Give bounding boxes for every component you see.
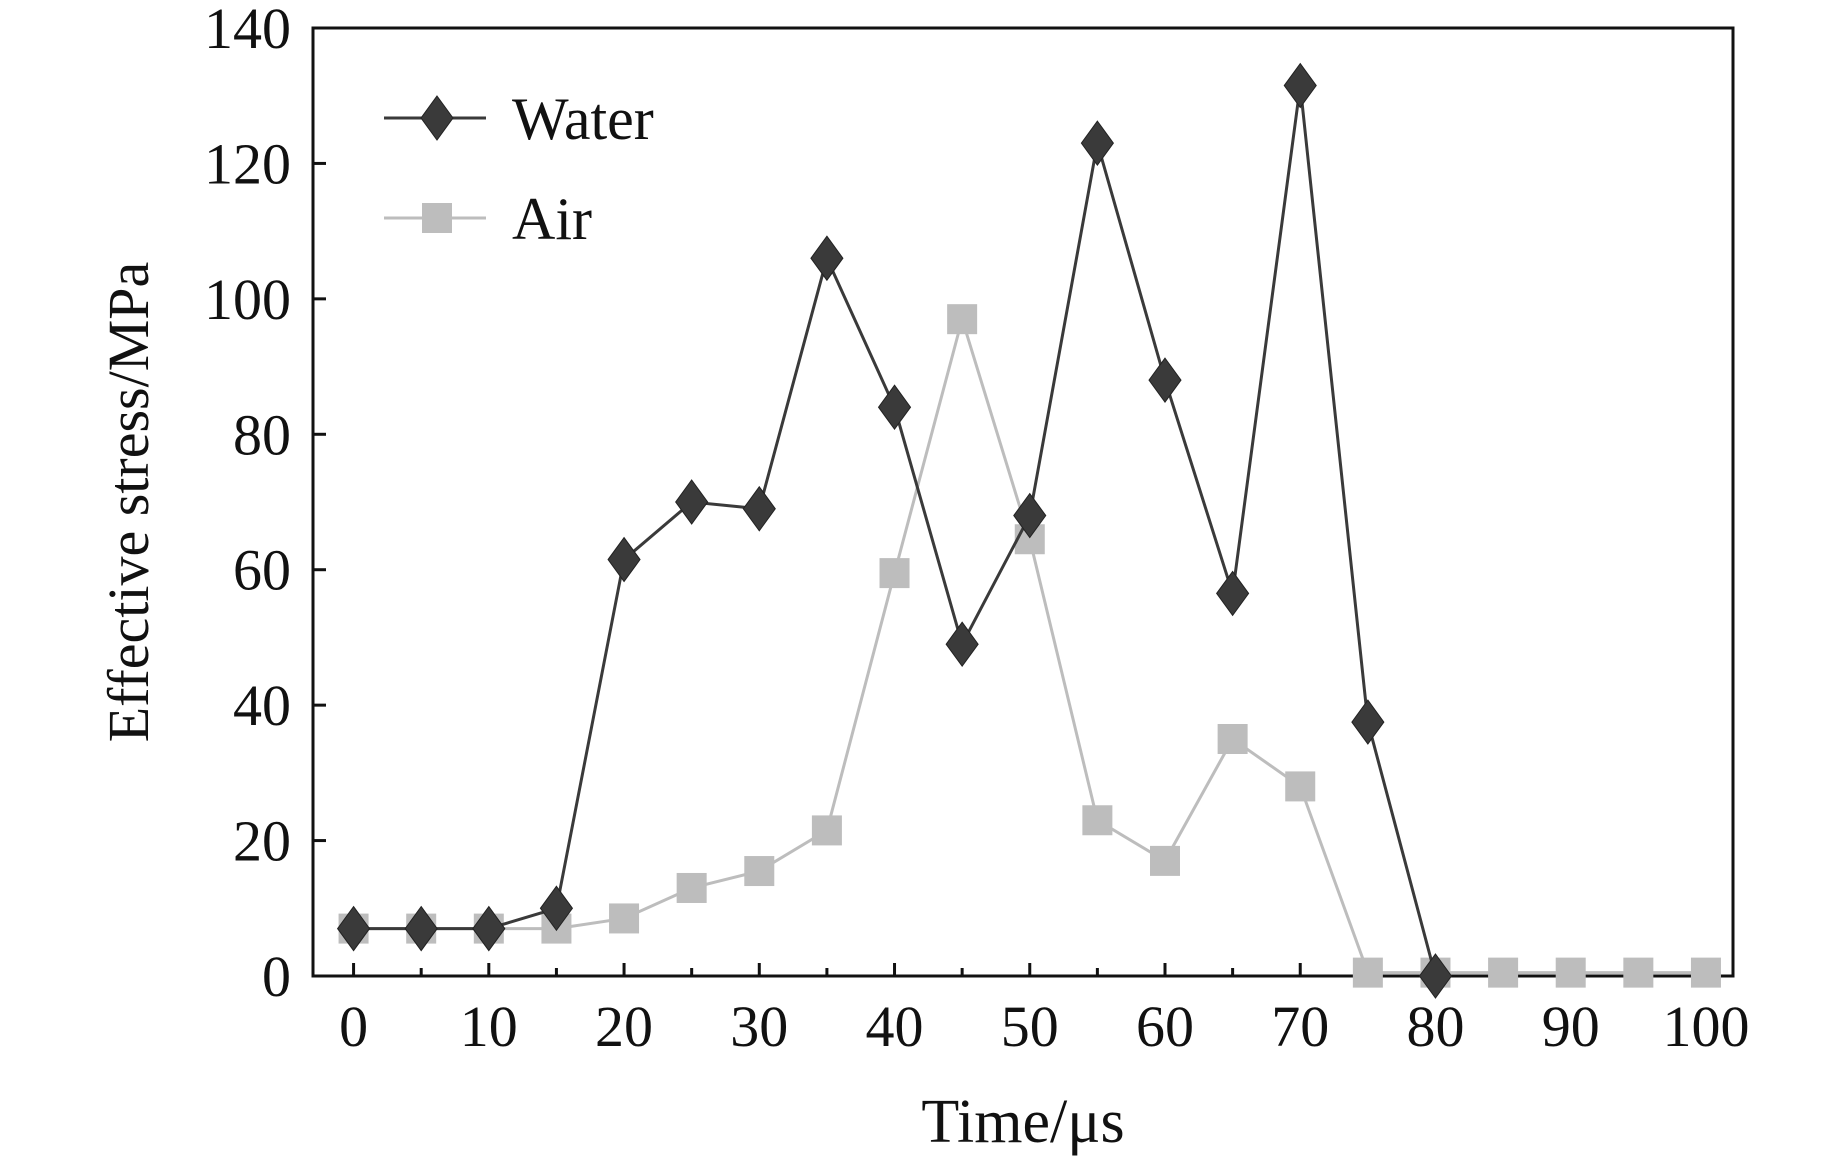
air-point [744,856,775,887]
water-point [945,621,979,668]
water-point [1148,357,1182,403]
air-point [1217,724,1248,754]
legend-label: Air [512,186,592,252]
air-point [947,304,978,335]
legend-swatch-marker [420,95,454,141]
air-point [879,558,910,589]
y-tick-label: 60 [233,538,291,603]
series-layer [336,62,1721,999]
y-tick-label: 0 [262,944,291,1009]
x-tick-label: 20 [595,994,653,1059]
x-axis-ticks: 0 10 20 30 40 50 60 70 80 90 100 [339,963,1749,1059]
air-point [1555,957,1586,988]
water-point [404,905,438,952]
x-tick-label: 60 [1136,994,1194,1059]
y-tick-label: 80 [233,402,291,467]
y-tick-label: 120 [204,131,291,196]
water-point [336,905,371,952]
air-point [1285,771,1316,802]
legend-label: Water [512,86,654,152]
series-water [336,62,1453,999]
water-point [810,235,844,282]
x-tick-label: 30 [730,994,788,1059]
plot-frame [311,26,1735,978]
legend-item-water: Water [384,86,654,152]
water-point [877,384,912,431]
air-point [1690,957,1721,988]
legend-swatch-marker [422,203,452,233]
water-point [607,536,641,583]
water-point [1080,120,1114,166]
series-air [338,304,1721,988]
air-point [1623,957,1654,988]
x-tick-label: 70 [1271,994,1329,1059]
water-point [1013,492,1047,539]
air-point [609,903,640,934]
y-tick-label: 20 [233,809,291,874]
water-point [1351,699,1385,745]
air-point [1082,805,1113,836]
x-tick-label: 100 [1662,994,1749,1059]
air-point [1488,957,1519,988]
air-point [1352,957,1383,988]
water-point [1418,953,1453,999]
water-point [472,905,506,952]
air-point [811,815,842,846]
water-point [539,885,574,932]
air-point [676,872,707,903]
y-tick-label: 40 [233,673,291,738]
legend: Water Air [384,86,654,252]
air-point [1150,845,1180,876]
x-tick-label: 50 [1001,994,1059,1059]
x-tick-label: 90 [1542,994,1600,1059]
x-tick-label: 0 [339,994,368,1059]
y-axis-ticks: 0 20 40 60 80 100 120 140 [204,0,326,1009]
legend-item-air: Air [384,186,592,252]
water-point [1283,62,1317,109]
water-point [675,479,709,525]
y-tick-label: 140 [204,0,291,61]
x-tick-label: 80 [1406,994,1464,1059]
x-axis-label: Time/μs [921,1088,1124,1156]
water-point [742,485,776,532]
x-tick-label: 10 [460,994,518,1059]
y-axis-label: Effective stress/MPa [96,262,161,743]
air-line [353,313,1706,975]
x-tick-label: 40 [866,994,924,1059]
y-tick-label: 100 [204,267,291,332]
water-point [1216,570,1250,617]
